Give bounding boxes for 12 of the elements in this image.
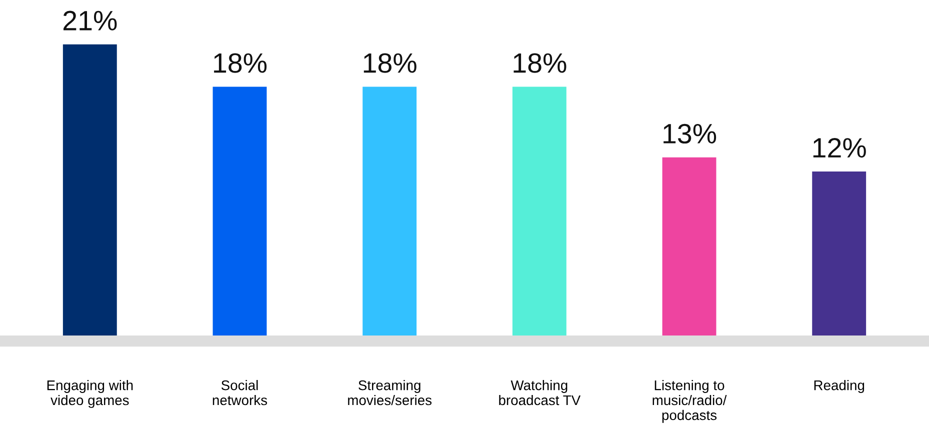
- x-tick-label: Listening to music/radio/ podcasts: [652, 380, 727, 423]
- data-label: 18%: [514, 53, 566, 73]
- data-label: 18%: [364, 53, 416, 73]
- x-tick-label: Engaging with video games: [47, 380, 133, 408]
- x-tick-label: Reading: [814, 380, 864, 393]
- data-label: 13%: [664, 124, 716, 144]
- x-tick-label: Watching broadcast TV: [499, 380, 581, 406]
- x-tick-label: Streaming movies/series: [348, 380, 432, 406]
- data-label: 18%: [214, 53, 267, 73]
- data-label: 12%: [813, 138, 866, 158]
- data-label: 21%: [64, 10, 117, 30]
- x-tick-label: Social networks: [212, 380, 268, 406]
